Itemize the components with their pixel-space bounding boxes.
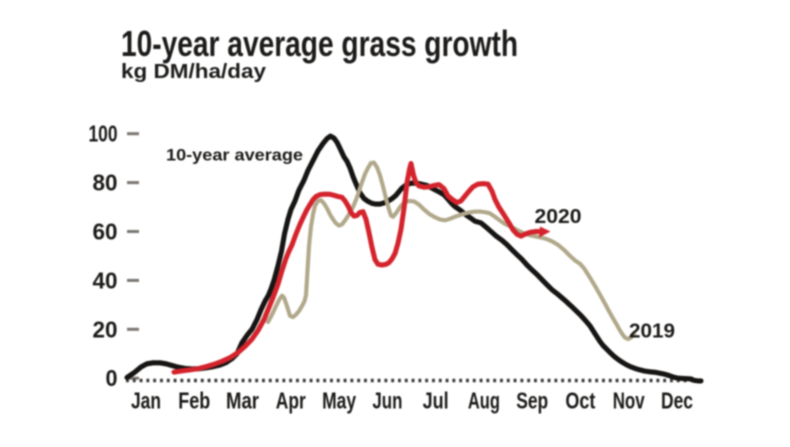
svg-text:Mar: Mar bbox=[226, 388, 259, 414]
svg-text:Jun: Jun bbox=[372, 388, 402, 414]
svg-text:100: 100 bbox=[89, 121, 118, 147]
svg-text:60: 60 bbox=[93, 219, 118, 245]
svg-text:40: 40 bbox=[93, 267, 118, 293]
svg-text:Nov: Nov bbox=[613, 388, 645, 414]
svg-text:Oct: Oct bbox=[565, 388, 595, 414]
svg-text:Sep: Sep bbox=[516, 388, 548, 414]
svg-text:2020: 2020 bbox=[535, 206, 582, 228]
svg-text:kg DM/ha/day: kg DM/ha/day bbox=[121, 61, 267, 83]
svg-text:80: 80 bbox=[93, 170, 118, 196]
svg-text:Feb: Feb bbox=[178, 388, 210, 414]
svg-text:2019: 2019 bbox=[629, 321, 675, 343]
svg-text:10-year average grass growth: 10-year average grass growth bbox=[121, 23, 518, 64]
svg-text:Jul: Jul bbox=[423, 388, 449, 414]
svg-text:Apr: Apr bbox=[276, 388, 306, 414]
svg-text:20: 20 bbox=[93, 316, 118, 342]
svg-text:Aug: Aug bbox=[468, 388, 500, 414]
svg-text:Dec: Dec bbox=[661, 388, 693, 414]
svg-text:May: May bbox=[322, 388, 356, 414]
svg-text:0: 0 bbox=[106, 365, 118, 391]
svg-text:10-year average: 10-year average bbox=[166, 146, 303, 165]
svg-text:Jan: Jan bbox=[131, 388, 161, 414]
